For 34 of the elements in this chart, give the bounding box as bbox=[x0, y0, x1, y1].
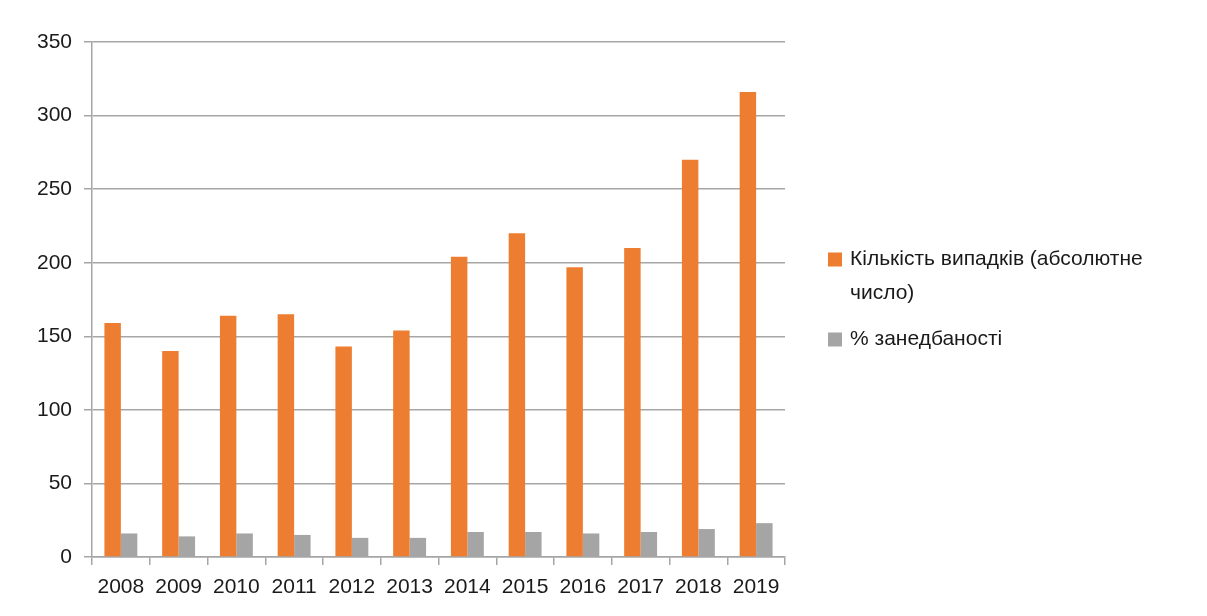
bar bbox=[335, 346, 352, 557]
bar bbox=[162, 351, 179, 557]
y-tick-label: 300 bbox=[36, 102, 72, 126]
x-tick-label: 2009 bbox=[155, 574, 202, 598]
bar bbox=[277, 314, 295, 557]
y-tick-label: 0 bbox=[60, 543, 72, 567]
legend-label: Кількість випадків (абсолютне число) bbox=[850, 246, 1143, 304]
bar bbox=[624, 248, 641, 557]
bar bbox=[393, 330, 410, 557]
x-tick-label: 2015 bbox=[501, 574, 549, 598]
x-tick-label: 2014 bbox=[444, 574, 492, 598]
x-tick-label: 2010 bbox=[213, 574, 260, 598]
bar bbox=[219, 315, 237, 557]
x-tick-label: 2013 bbox=[386, 574, 433, 598]
y-tick-label: 150 bbox=[36, 323, 72, 347]
y-tick-label: 200 bbox=[36, 249, 72, 273]
x-tick-label: 2016 bbox=[559, 574, 607, 598]
bar bbox=[450, 256, 468, 557]
y-tick-label: 350 bbox=[36, 28, 72, 52]
x-tick-label: 2018 bbox=[675, 574, 722, 598]
bar bbox=[739, 92, 757, 557]
bar bbox=[104, 323, 121, 557]
x-tick-label: 2008 bbox=[97, 574, 145, 598]
x-tick-label: 2012 bbox=[328, 574, 376, 598]
x-tick-label: 2011 bbox=[271, 574, 317, 598]
x-tick-label: 2017 bbox=[617, 574, 664, 598]
bar bbox=[566, 267, 583, 557]
y-tick-label: 50 bbox=[48, 470, 72, 494]
bar bbox=[508, 233, 526, 557]
y-tick-label: 250 bbox=[36, 175, 72, 199]
bar bbox=[681, 159, 699, 557]
y-tick-label: 100 bbox=[36, 396, 72, 420]
legend-label: % занедбаності bbox=[850, 326, 1003, 350]
x-tick-label: 2019 bbox=[732, 574, 780, 598]
